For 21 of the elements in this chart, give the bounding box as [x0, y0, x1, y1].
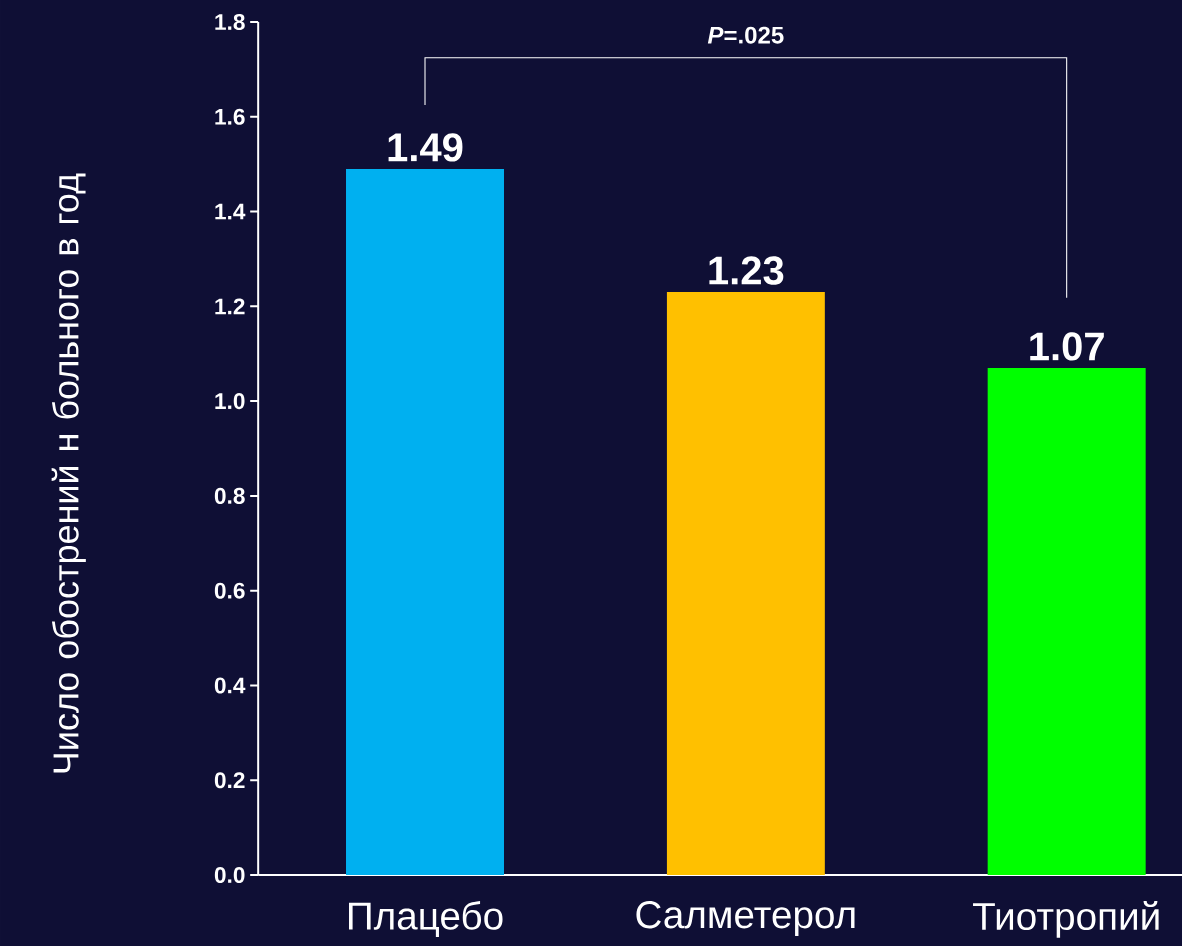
y-tick-label: 1.2	[215, 298, 245, 315]
y-tick-label: 0.0	[214, 866, 245, 884]
annotation: P=.025	[707, 26, 784, 44]
bar	[346, 168, 504, 875]
y-tick-label: 1.8	[215, 13, 245, 31]
bar	[987, 367, 1146, 875]
y-axis-title: Число обострений н больного в год	[51, 173, 86, 773]
data-label: 1.07	[1030, 332, 1104, 361]
y-tick-label: 1.0	[215, 393, 245, 410]
y-tick-label: 1.4	[215, 203, 246, 220]
y-tick-label: 0.8	[214, 487, 245, 504]
x-tick-label: Салметерол	[636, 901, 855, 937]
x-tick-label: Тиотропий	[973, 901, 1159, 938]
data-label: 1.23	[709, 256, 784, 285]
data-label: 1.49	[388, 133, 463, 162]
y-tick-label: 0.6	[214, 582, 245, 599]
bar	[666, 292, 825, 875]
y-tick-label: 0.4	[214, 677, 246, 694]
y-tick-label: 0.2	[214, 772, 245, 789]
x-tick-label: Плацебо	[349, 901, 503, 938]
y-tick-label: 1.6	[215, 108, 245, 125]
